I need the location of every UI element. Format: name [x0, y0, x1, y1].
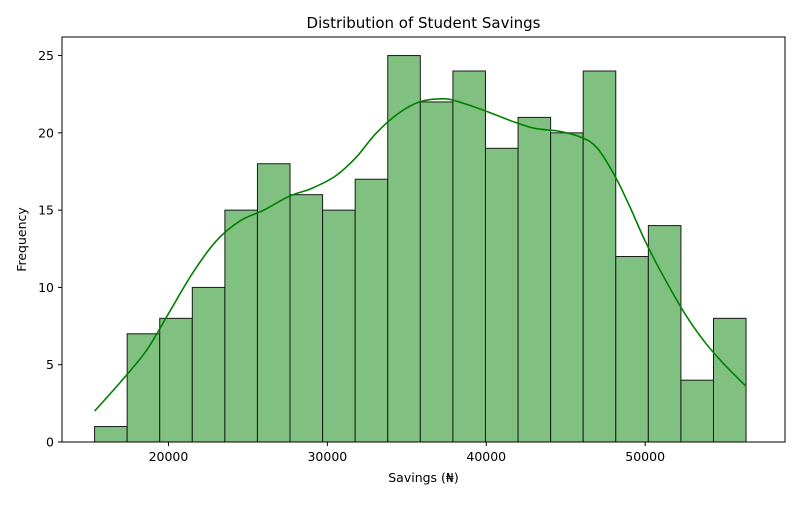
histogram-bar-9: [387, 55, 421, 443]
y-tick-label-2: 10: [38, 280, 54, 295]
histogram-bar-7: [322, 209, 356, 443]
histogram-bar-2: [159, 317, 193, 443]
histogram-bar-15: [582, 70, 617, 443]
x-tick-label-2: 40000: [466, 449, 506, 464]
chart-title: Distribution of Student Savings: [307, 14, 541, 32]
x-axis-label: Savings (₦): [388, 470, 459, 485]
histogram-bar-11: [452, 70, 486, 443]
y-tick-label-5: 25: [38, 48, 54, 63]
kde-line: [93, 97, 747, 412]
histogram-bar-12: [484, 147, 519, 443]
y-tick-label-4: 20: [38, 125, 54, 140]
histogram-bar-1: [126, 333, 161, 443]
histogram-bar-17: [647, 225, 682, 443]
histogram-bar-13: [517, 116, 552, 443]
x-tick-label-0: 20000: [149, 449, 189, 464]
y-axis-label: Frequency: [14, 207, 29, 272]
y-tick-label-0: 0: [46, 435, 54, 450]
histogram-bar-8: [354, 178, 389, 443]
histogram-bar-0: [94, 426, 128, 443]
kde-layer: [93, 97, 747, 412]
x-tick-label-3: 50000: [625, 449, 665, 464]
histogram-bar-10: [419, 101, 454, 443]
plot-frame: [61, 36, 786, 443]
histogram-bar-6: [289, 194, 324, 443]
histogram-bar-18: [680, 379, 714, 443]
y-tick-label-3: 15: [38, 203, 54, 218]
y-axis-ticks: 0 5 10 15 20 25: [38, 48, 62, 450]
histogram-bar-19: [712, 317, 747, 443]
histogram-bar-16: [615, 256, 649, 443]
x-axis-ticks: 20000 30000 40000 50000: [149, 442, 665, 464]
x-tick-label-1: 30000: [307, 449, 347, 464]
histogram-bar-14: [550, 132, 584, 443]
histogram-bar-3: [191, 286, 226, 443]
y-tick-label-1: 5: [46, 357, 54, 372]
histogram-bar-4: [224, 209, 258, 443]
